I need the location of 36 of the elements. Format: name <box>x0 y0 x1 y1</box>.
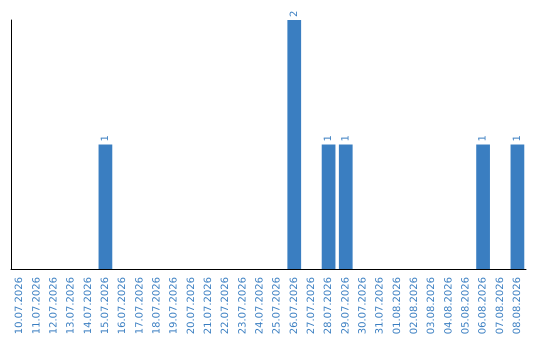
x-tick-label: 03.08.2026 <box>426 277 438 334</box>
x-tick-label: 31.07.2026 <box>374 277 386 334</box>
x-tick-label: 30.07.2026 <box>357 277 368 334</box>
x-tick-label: 06.08.2026 <box>478 277 489 334</box>
x-tick-label: 24.07.2026 <box>254 277 266 334</box>
x-tick-label: 16.07.2026 <box>117 277 128 334</box>
x-tick-label: 19.07.2026 <box>168 277 180 334</box>
x-tick-label: 07.08.2026 <box>494 277 506 334</box>
x-tick-label: 20.07.2026 <box>186 277 197 334</box>
x-tick-label: 28.07.2026 <box>323 277 334 334</box>
x-tick-label: 23.07.2026 <box>237 277 248 334</box>
data-label: 1 <box>478 135 489 142</box>
x-tick-label: 18.07.2026 <box>151 277 162 334</box>
x-tick-label: 26.07.2026 <box>288 277 300 334</box>
data-label: 1 <box>340 135 352 142</box>
x-tick-label: 01.08.2026 <box>392 277 403 334</box>
x-tick-label: 10.07.2026 <box>14 277 26 334</box>
x-tick-label: 17.07.2026 <box>134 277 146 334</box>
x-tick-label: 25.07.2026 <box>272 277 283 334</box>
x-tick-label: 14.07.2026 <box>82 277 94 334</box>
x-tick-label: 02.08.2026 <box>408 277 420 334</box>
data-label: 1 <box>512 135 523 142</box>
data-label: 1 <box>323 135 334 142</box>
data-label: 2 <box>288 10 300 17</box>
x-tick-label: 13.07.2026 <box>66 277 77 334</box>
x-tick-label: 15.07.2026 <box>100 277 111 334</box>
x-tick-label: 29.07.2026 <box>340 277 352 334</box>
x-tick-label: 05.08.2026 <box>460 277 472 334</box>
x-tick-label: 08.08.2026 <box>512 277 523 334</box>
x-tick-label: 21.07.2026 <box>202 277 214 334</box>
x-tick-label: 11.07.2026 <box>31 277 42 334</box>
data-label: 1 <box>100 135 111 142</box>
x-tick-label: 27.07.2026 <box>306 277 317 334</box>
x-tick-label: 12.07.2026 <box>48 277 60 334</box>
x-tick-label: 04.08.2026 <box>443 277 454 334</box>
x-tick-label: 22.07.2026 <box>220 277 232 334</box>
